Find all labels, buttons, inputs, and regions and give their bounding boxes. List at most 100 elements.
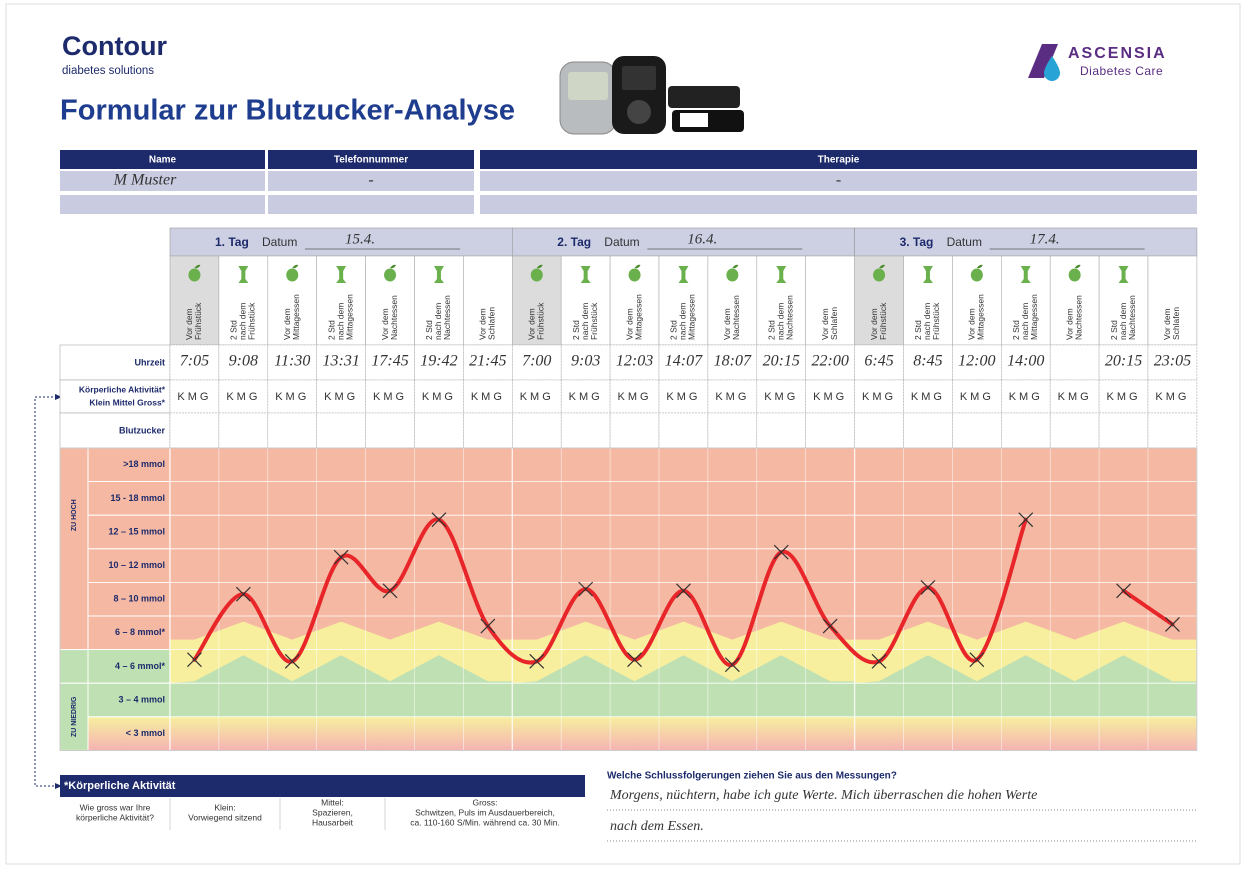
input-cell <box>659 413 708 448</box>
question: Welche Schlussfolgerungen ziehen Sie aus… <box>607 771 897 782</box>
patient-input <box>480 195 1197 214</box>
row-label: Klein Mittel Gross* <box>89 397 165 407</box>
input-cell <box>1148 413 1197 448</box>
apple-icon <box>188 269 200 282</box>
footer-cell-text: ca. 110-160 S/Min. während ca. 30 Min. <box>410 817 560 827</box>
date-value: 17.4. <box>1030 231 1060 247</box>
footer-title: *Körperliche Aktivität <box>64 780 176 792</box>
input-cell <box>561 413 610 448</box>
group-cell <box>60 650 88 684</box>
meal-label: Nachtessen <box>389 295 399 340</box>
meal-label: Nachtessen <box>1127 295 1137 340</box>
footer-cell-text: Vorwiegend sitzend <box>188 812 262 822</box>
activity-options: KMG <box>1155 391 1189 403</box>
time-value: 8:45 <box>913 353 942 370</box>
time-value: 17:45 <box>371 353 408 370</box>
meal-label: Mittagessen <box>291 294 301 340</box>
time-value: 20:15 <box>1105 353 1142 370</box>
day-label: 2. Tag <box>557 235 591 249</box>
input-cell <box>1050 345 1099 380</box>
zone-group-label: ZU NIEDRIG <box>71 696 78 737</box>
time-value: 11:30 <box>274 353 310 370</box>
date-label: Datum <box>262 235 297 249</box>
company-sub: Diabetes Care <box>1080 64 1163 78</box>
activity-options: KMG <box>715 391 749 403</box>
meal-label: Schlafen <box>829 307 839 340</box>
activity-options: KMG <box>177 391 211 403</box>
input-cell <box>952 413 1001 448</box>
meal-label: Frühstück <box>193 302 203 340</box>
meal-label: Mittagessen <box>687 294 697 340</box>
activity-options: KMG <box>569 391 603 403</box>
zone-label: 8 – 10 mmol <box>113 594 165 604</box>
input-cell <box>708 413 757 448</box>
input-cell <box>806 413 855 448</box>
activity-options: KMG <box>911 391 945 403</box>
input-cell <box>757 413 806 448</box>
day-label: 1. Tag <box>215 235 249 249</box>
company-name: ASCENSIA <box>1068 45 1167 62</box>
apple-icon <box>629 269 641 282</box>
date-label: Datum <box>604 235 639 249</box>
footer-cell-text: Hausarbeit <box>312 817 354 827</box>
time-value: 20:15 <box>763 353 800 370</box>
input-cell <box>170 413 219 448</box>
apple-icon <box>1069 269 1081 282</box>
footer-cell-text: Gross: <box>472 797 497 807</box>
answer-line: Morgens, nüchtern, habe ich gute Werte. … <box>609 788 1037 803</box>
zone-label: 4 – 6 mmol* <box>115 661 166 671</box>
apple-icon <box>971 269 983 282</box>
row-label: Blutzucker <box>119 425 166 435</box>
zone-label: >18 mmol <box>123 459 165 469</box>
meal-label: Schlafen <box>487 307 497 340</box>
activity-options: KMG <box>666 391 700 403</box>
input-cell <box>268 413 317 448</box>
activity-options: KMG <box>275 391 309 403</box>
apple-icon <box>384 269 396 282</box>
activity-options: KMG <box>324 391 358 403</box>
meal-label: Mittagessen <box>976 294 986 340</box>
meal-label: Frühstück <box>878 302 888 340</box>
activity-options: KMG <box>862 391 896 403</box>
date-value: 16.4. <box>687 231 717 247</box>
footer-cell-text: körperliche Aktivität? <box>76 812 154 822</box>
input-cell <box>366 413 415 448</box>
meal-label: Mittagessen <box>633 294 643 340</box>
date-label: Datum <box>947 235 982 249</box>
activity-options: KMG <box>1058 391 1092 403</box>
input-cell <box>1001 413 1050 448</box>
meal-label: Nachtessen <box>731 295 741 340</box>
date-value: 15.4. <box>345 231 375 247</box>
patient-input <box>60 195 265 214</box>
activity-options: KMG <box>520 391 554 403</box>
apple-icon <box>286 269 298 282</box>
input-cell <box>219 413 268 448</box>
zone-group-label: ZU HOCH <box>71 499 78 531</box>
patient-header: Name <box>149 155 177 166</box>
footer-cell-text: Spazieren, <box>312 807 353 817</box>
time-value: 9:03 <box>571 353 600 370</box>
input-cell <box>855 413 904 448</box>
zone-band <box>170 549 1197 583</box>
brand: Contour <box>62 31 167 61</box>
input-cell <box>610 413 659 448</box>
meal-label: Nachtessen <box>785 295 795 340</box>
time-value: 18:07 <box>714 353 752 370</box>
activity-options: KMG <box>618 391 652 403</box>
input-cell <box>904 413 953 448</box>
footer-cell-text: Mittel: <box>321 797 344 807</box>
page: {"header": {"brand": "Contour", "brand_s… <box>0 0 1247 869</box>
time-value: 19:42 <box>420 353 457 370</box>
input-cell <box>1099 413 1148 448</box>
time-value: 14:07 <box>665 353 703 370</box>
time-value: 23:05 <box>1154 353 1191 370</box>
zone-label: 10 – 12 mmol <box>108 560 165 570</box>
zone-label: 15 - 18 mmol <box>110 493 165 503</box>
meal-label: Frühstück <box>589 302 599 340</box>
zone-band <box>170 717 1197 751</box>
meal-label: Frühstück <box>536 302 546 340</box>
group-cell <box>60 448 88 650</box>
patient-input <box>268 195 474 214</box>
meal-label: Mittagessen <box>344 294 354 340</box>
day-label: 3. Tag <box>900 235 934 249</box>
